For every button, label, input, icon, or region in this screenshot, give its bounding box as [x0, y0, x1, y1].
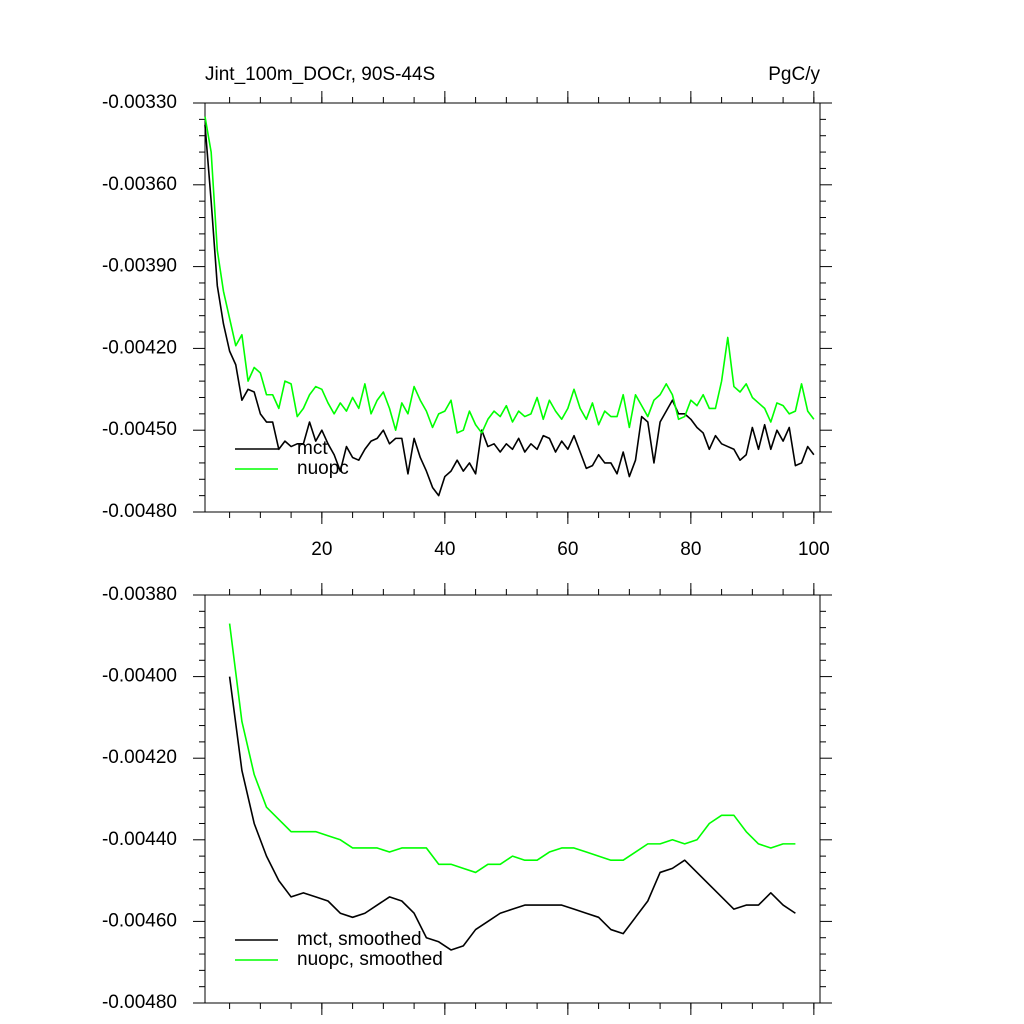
- series-line: [228, 676, 796, 951]
- y-tick-label: -0.00390: [102, 256, 177, 277]
- plot-frame: [204, 102, 821, 513]
- x-tick-label: 80: [680, 539, 701, 560]
- y-tick-label: -0.00380: [102, 584, 177, 605]
- legend-label: mct, smoothed: [297, 929, 422, 950]
- x-tick-label: 40: [434, 539, 455, 560]
- y-tick-label: -0.00400: [102, 666, 177, 687]
- y-tick-label: -0.00480: [102, 992, 177, 1013]
- y-tick-label: -0.00360: [102, 174, 177, 195]
- y-tick-label: -0.00420: [102, 337, 177, 358]
- x-tick-label: 60: [557, 539, 578, 560]
- plot-frame: [204, 594, 821, 1004]
- y-tick-label: -0.00460: [102, 910, 177, 931]
- x-tick-label: 20: [311, 539, 332, 560]
- legend-label: nuopc: [297, 458, 349, 479]
- y-tick-label: -0.00330: [102, 92, 177, 113]
- series-line: [204, 116, 815, 434]
- units-label: PgC/y: [768, 64, 820, 85]
- legend-label: nuopc, smoothed: [297, 949, 443, 970]
- legend-label: mct: [297, 438, 328, 459]
- y-tick-label: -0.00420: [102, 747, 177, 768]
- x-tick-label: 100: [798, 539, 830, 560]
- series-line: [204, 124, 815, 497]
- y-tick-label: -0.00450: [102, 419, 177, 440]
- y-tick-label: -0.00480: [102, 501, 177, 522]
- y-tick-label: -0.00440: [102, 829, 177, 850]
- chart-title: Jint_100m_DOCr, 90S-44S: [205, 64, 435, 85]
- series-line: [228, 623, 796, 874]
